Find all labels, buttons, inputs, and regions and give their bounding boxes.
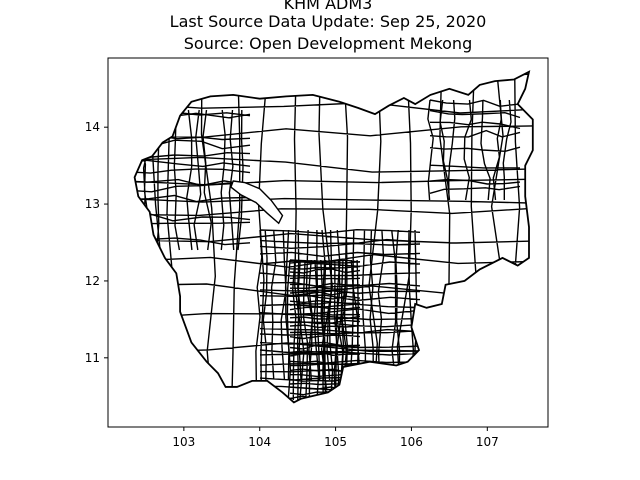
title-line-3: Source: Open Development Mekong (184, 34, 472, 53)
x-tick-label: 103 (172, 435, 195, 449)
y-tick-label: 14 (85, 120, 100, 134)
x-tick-label: 106 (400, 435, 423, 449)
y-tick-label: 12 (85, 274, 100, 288)
x-tick-label: 104 (248, 435, 271, 449)
commune-boundaries-northeast (427, 99, 521, 201)
commune-boundaries (134, 71, 533, 403)
chart-title: KHM ADM3 Last Source Data Update: Sep 25… (170, 0, 487, 53)
y-tick-label: 11 (85, 351, 100, 365)
x-tick-label: 105 (324, 435, 347, 449)
tonle-sap-lake (230, 180, 284, 225)
map-layer (133, 70, 534, 404)
x-tick-label: 107 (476, 435, 499, 449)
title-line-1: KHM ADM3 (284, 0, 373, 13)
title-line-2: Last Source Data Update: Sep 25, 2020 (170, 12, 487, 31)
y-tick-label: 13 (85, 197, 100, 211)
x-axis: 103 104 105 106 107 (172, 427, 499, 449)
commune-boundaries-west (134, 109, 251, 251)
y-axis: 11 12 13 14 (85, 120, 108, 365)
country-outline (133, 70, 534, 404)
